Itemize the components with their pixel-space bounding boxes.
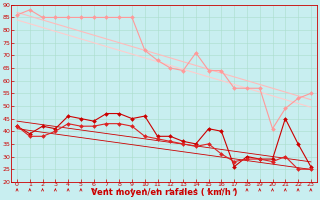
X-axis label: Vent moyen/en rafales ( km/h ): Vent moyen/en rafales ( km/h ) [91,188,237,197]
